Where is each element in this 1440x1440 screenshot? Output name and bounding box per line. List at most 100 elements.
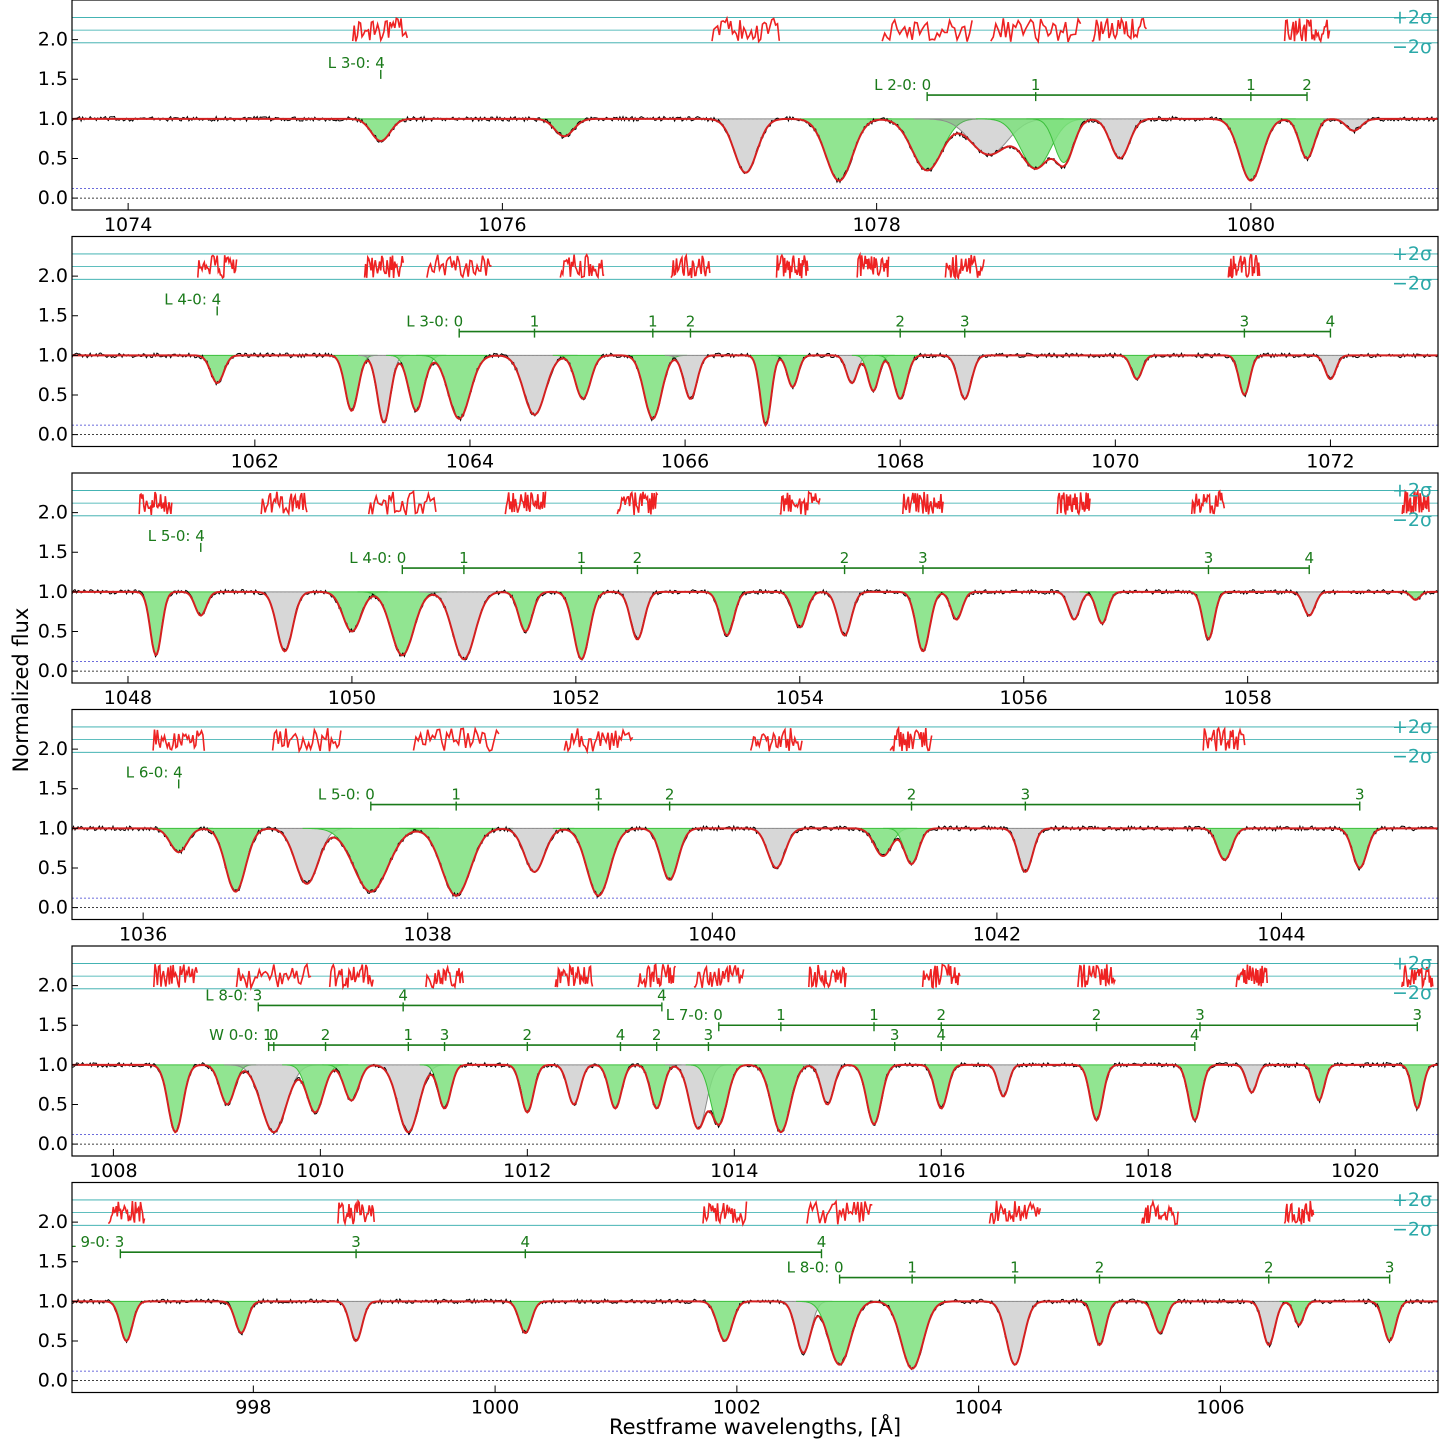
ladder-label: L 8-0: 3 [205, 986, 262, 1004]
y-tick-label: 0.0 [38, 897, 68, 919]
ladder-tick-label: 3 [960, 313, 970, 331]
plot-area: L 4-0: 4 1 1 2 2 3 3 4 L 3-0: 0 [72, 251, 1438, 436]
sigma-minus-label: −2σ [1392, 982, 1432, 1004]
component-profile [982, 1064, 1025, 1098]
component-profile [743, 1064, 819, 1133]
ladder-label: W 0-0: 1 [209, 1026, 272, 1044]
x-tick-label: 1010 [296, 1160, 344, 1182]
component-profile [1331, 827, 1389, 869]
model-profile [72, 354, 1438, 428]
component-profile [498, 591, 553, 633]
panel-1: L 3-0: 4 1 1 2 L 2-0: 0 0.0 0.5 1.0 1.5 2.0 1074 10… [38, 0, 1439, 236]
component-profile [494, 827, 575, 873]
y-tick-label: 2.0 [38, 502, 68, 524]
model-profile [72, 1063, 1438, 1134]
panel-3: L 5-0: 4 1 1 2 2 3 3 4 L 4-0: 0 0.0 0.5 1.0 1.5 2.0 10… [38, 472, 1439, 709]
ladder-label: L 4-0: 4 [164, 290, 221, 308]
component-profile [610, 591, 665, 640]
residual-trace [271, 727, 342, 754]
component-profile [938, 354, 991, 400]
residual-trace [152, 728, 206, 751]
residual-trace [107, 1200, 146, 1225]
ladder-tick-label: 1 [1031, 76, 1041, 94]
panel-frame [71, 235, 1439, 448]
component-profile [1079, 591, 1125, 625]
transition-ladder: L 4-0: 4 [164, 290, 221, 316]
component-profile [195, 827, 276, 893]
ladder-tick-label: 2 [895, 313, 905, 331]
component-profile [635, 827, 704, 881]
y-tick-label: 0.5 [38, 620, 68, 642]
x-tick-label: 1004 [954, 1397, 1002, 1419]
sigma-minus-label: −2σ [1392, 745, 1432, 767]
panel-frame [71, 1181, 1439, 1394]
residual-trace [1202, 726, 1246, 752]
ladder-tick-label: 1 [530, 313, 540, 331]
ladder-tick-label: 3 [890, 1026, 900, 1044]
x-tick-label: 1048 [104, 687, 152, 709]
residual-trace [749, 727, 803, 752]
sigma-plus-label: +2σ [1392, 1189, 1432, 1211]
ladder-label: L 4-0: 0 [349, 549, 406, 567]
residual-trace [260, 491, 308, 517]
ladder-tick-label: 3 [1355, 786, 1365, 804]
residual-trace [1227, 253, 1261, 279]
component-profile [178, 591, 224, 617]
component-profile [1222, 354, 1266, 396]
ladder-tick-label: 2 [1095, 1259, 1105, 1277]
ladder-tick-label: 3 [1413, 1006, 1423, 1024]
component-profile [552, 827, 644, 897]
ladder-tick-label: 2 [652, 1026, 662, 1044]
ladder-tick-label: 3 [1021, 786, 1031, 804]
ladder-label: L 5-0: 0 [318, 786, 375, 804]
component-profile [1308, 354, 1352, 380]
x-tick-label: 1012 [503, 1160, 551, 1182]
x-tick-label: 1020 [1331, 1160, 1379, 1182]
ladder-tick-label: 4 [1190, 1026, 1200, 1044]
x-tick-label: 1000 [471, 1397, 519, 1419]
ladder-tick-label: 4 [616, 1026, 626, 1044]
sigma-plus-label: +2σ [1392, 243, 1432, 265]
transition-ladder: L 5-0: 4 [148, 527, 205, 552]
component-profile [700, 118, 791, 174]
component-profile [744, 354, 788, 426]
residual-trace [235, 962, 312, 991]
ladder-label: L 3-0: 0 [406, 313, 463, 331]
sigma-minus-label: −2σ [1392, 1218, 1432, 1240]
component-profile [1115, 354, 1159, 380]
ladder-tick-label: 3 [918, 549, 928, 567]
x-tick-label: 998 [235, 1397, 271, 1419]
y-tick-label: 2.0 [38, 265, 68, 287]
y-tick-label: 0.0 [38, 1133, 68, 1155]
residual-trace [1235, 964, 1268, 988]
component-profile [695, 1300, 754, 1342]
x-tick-label: 1036 [119, 924, 167, 946]
ladder-tick-label: 2 [686, 313, 696, 331]
x-tick-label: 1050 [328, 687, 376, 709]
plot-area: L 6-0: 4 1 1 2 2 3 3 L 5-0: 0 [72, 725, 1438, 909]
x-tick-label: 1018 [1124, 1160, 1172, 1182]
component-profile [144, 827, 213, 853]
component-profile [742, 827, 811, 869]
component-profile [1365, 1300, 1414, 1342]
ladder-tick-label: 1 [1010, 1259, 1020, 1277]
component-profile [916, 1064, 967, 1110]
residual-trace [337, 1198, 375, 1227]
ladder-label: L 6-0: 4 [126, 763, 183, 781]
component-profile [1071, 1064, 1122, 1121]
ladder-tick-label: 1 [648, 313, 658, 331]
x-tick-label: 1072 [1306, 451, 1354, 473]
residual-trace [1401, 965, 1434, 990]
transition-ladder: 1 1 2 2 3 3 4 L 3-0: 0 [406, 313, 1335, 338]
y-tick-label: 2.0 [38, 1211, 68, 1233]
ladder-label: L 5-0: 4 [148, 527, 205, 545]
y-tick-label: 0.5 [38, 1330, 68, 1352]
y-axis-label: Normalized flux [9, 608, 33, 773]
residual-trace [990, 16, 1082, 44]
residual-trace [806, 1199, 873, 1225]
ladder-tick-label: 4 [936, 1026, 946, 1044]
x-tick-label: 1002 [713, 1397, 761, 1419]
ladder-label: L 8-0: 0 [787, 1259, 844, 1277]
residual-trace [1401, 488, 1430, 515]
residual-trace [554, 962, 594, 988]
